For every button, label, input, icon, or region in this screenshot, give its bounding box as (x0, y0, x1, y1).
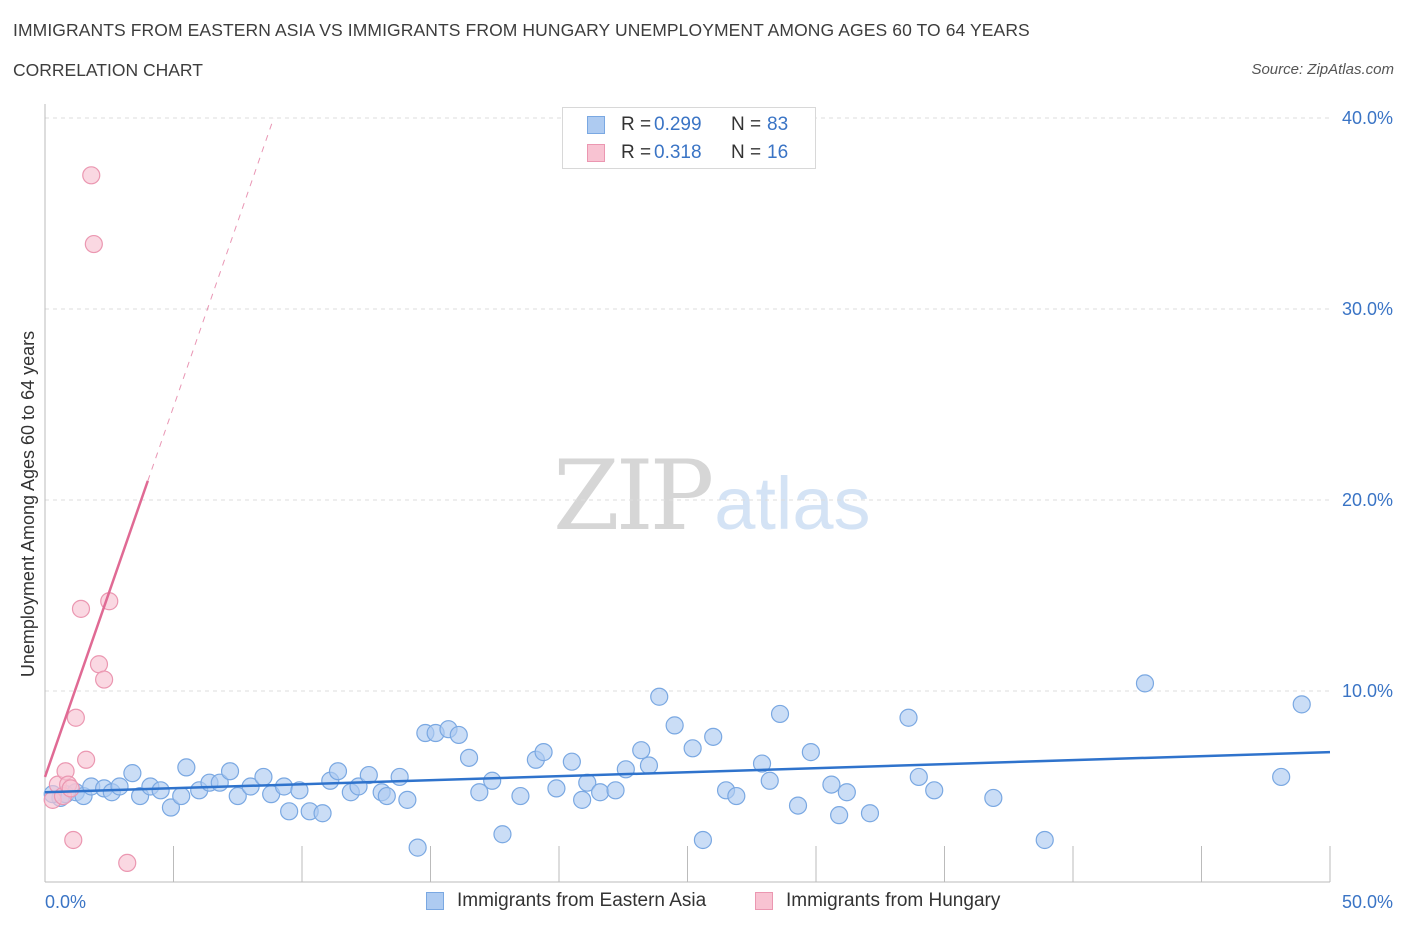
eastern-asia-point (752, 754, 772, 773)
eastern-asia-point (727, 786, 746, 806)
hungary-swatch (587, 144, 605, 162)
eastern-asia-point (632, 741, 651, 760)
eastern-asia-point (860, 804, 880, 823)
hungary-trendline (43, 480, 149, 778)
eastern-asia-point (704, 727, 723, 746)
x-tick-label: 50.0% (1342, 892, 1393, 912)
legend-label: Immigrants from Eastern Asia (457, 890, 707, 911)
hungary-point (64, 830, 83, 850)
eastern-asia-point (591, 783, 610, 802)
eastern-asia-point (408, 838, 427, 857)
eastern-asia-point (151, 781, 170, 800)
hungary-point (61, 779, 80, 798)
eastern-asia-point (788, 796, 808, 815)
eastern-asia-legend-swatch (426, 892, 444, 910)
r-value: 0.318 (654, 142, 702, 163)
y-tick-label: 20.0% (1342, 490, 1393, 510)
eastern-asia-point (547, 779, 566, 798)
r-label: R = (621, 114, 652, 135)
source-credit: Source: ZipAtlas.com (1251, 61, 1394, 78)
eastern-asia-point (483, 771, 502, 790)
eastern-asia-point (801, 743, 820, 762)
hungary-point (71, 599, 91, 618)
eastern-asia-point (534, 743, 553, 762)
eastern-asia-point (449, 725, 468, 745)
eastern-asia-point (177, 758, 196, 777)
eastern-asia-point (459, 748, 479, 767)
hungary-point (95, 670, 114, 689)
chart-title: IMMIGRANTS FROM EASTERN ASIA VS IMMIGRAN… (13, 20, 1030, 40)
eastern-asia-point (770, 704, 790, 724)
y-tick-label: 30.0% (1342, 299, 1393, 319)
eastern-asia-point (665, 716, 684, 735)
n-label: N = (731, 114, 762, 135)
eastern-asia-point (172, 786, 191, 806)
eastern-asia-point (1135, 674, 1155, 693)
eastern-asia-point (359, 765, 378, 785)
r-label: R = (621, 142, 652, 163)
eastern-asia-point (650, 687, 669, 706)
eastern-asia-point (693, 830, 713, 850)
eastern-asia-point (1292, 695, 1311, 714)
hungary-legend-swatch (755, 892, 773, 910)
eastern-asia-point (822, 775, 841, 794)
y-tick-label: 10.0% (1342, 681, 1393, 701)
stats-legend: R = 0.299 N = 83 R = 0.318 N = 16 (562, 107, 816, 169)
hungary-point (118, 853, 137, 873)
eastern-asia-point (228, 786, 247, 806)
hungary-point (89, 655, 109, 674)
eastern-asia-point (110, 777, 129, 796)
eastern-asia-point (562, 752, 581, 771)
eastern-asia-point (909, 767, 928, 787)
eastern-asia-swatch (587, 116, 605, 134)
eastern-asia-point (161, 798, 181, 817)
eastern-asia-point (573, 790, 592, 809)
eastern-asia-point (837, 783, 856, 802)
eastern-asia-point (606, 781, 625, 800)
hungary-trendline-extension (147, 117, 275, 482)
eastern-asia-point (390, 767, 409, 787)
eastern-asia-point (254, 767, 273, 787)
eastern-asia-point (925, 781, 944, 800)
eastern-asia-point (493, 825, 512, 844)
hungary-point (77, 750, 96, 769)
eastern-asia-point (274, 777, 294, 796)
eastern-asia-point (328, 762, 348, 781)
hungary-point (84, 234, 103, 254)
eastern-asia-trendline (44, 750, 1331, 794)
n-value: 16 (767, 142, 789, 163)
eastern-asia-point (511, 786, 530, 806)
eastern-asia-point (639, 756, 659, 775)
eastern-asia-point (377, 786, 396, 806)
eastern-asia-point (398, 790, 417, 809)
y-tick-label: 40.0% (1342, 108, 1393, 128)
eastern-asia-point (220, 762, 240, 781)
eastern-asia-point (830, 806, 849, 825)
n-label: N = (731, 142, 762, 163)
eastern-asia-point (899, 708, 918, 727)
eastern-asia-point (1035, 830, 1054, 850)
eastern-asia-point (984, 788, 1003, 808)
y-axis-title: Unemployment Among Ages 60 to 64 years (18, 331, 38, 677)
eastern-asia-point (123, 764, 142, 783)
eastern-asia-point (760, 771, 779, 790)
n-value: 83 (767, 114, 789, 135)
hungary-point (66, 708, 85, 727)
eastern-asia-point (470, 783, 489, 802)
eastern-asia-point (280, 802, 299, 821)
x-tick-label: 0.0% (45, 892, 86, 912)
r-value: 0.299 (654, 114, 702, 135)
eastern-asia-point (313, 804, 332, 823)
eastern-asia-point (290, 781, 309, 800)
legend-label: Immigrants from Hungary (786, 890, 1001, 911)
chart-subtitle: CORRELATION CHART (13, 60, 203, 80)
hungary-point (82, 166, 101, 185)
eastern-asia-point (683, 739, 702, 758)
eastern-asia-point (1272, 767, 1291, 787)
